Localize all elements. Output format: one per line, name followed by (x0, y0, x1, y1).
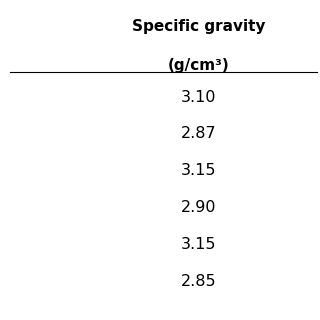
Text: 2.90: 2.90 (181, 200, 216, 215)
Text: (g/cm³): (g/cm³) (168, 58, 229, 73)
Text: 2.85: 2.85 (180, 274, 216, 289)
Text: 3.10: 3.10 (181, 90, 216, 105)
Text: 3.15: 3.15 (181, 163, 216, 178)
Text: 2.87: 2.87 (180, 126, 216, 141)
Text: Specific gravity: Specific gravity (132, 19, 265, 34)
Text: 3.15: 3.15 (181, 237, 216, 252)
